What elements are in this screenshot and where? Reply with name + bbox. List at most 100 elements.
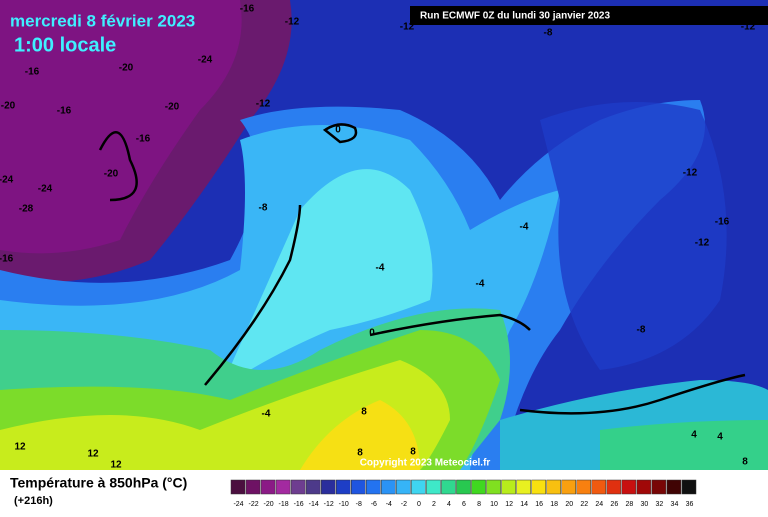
contour-label: 8 bbox=[357, 448, 363, 459]
contour-label: -12 bbox=[400, 22, 415, 33]
contour-label: -20 bbox=[165, 102, 180, 113]
scale-swatch bbox=[471, 479, 486, 495]
scale-swatch bbox=[290, 479, 306, 495]
contour-label: -12 bbox=[741, 22, 756, 33]
contour-label: 0 bbox=[335, 125, 341, 136]
scale-swatch bbox=[561, 479, 576, 495]
run-label: Run ECMWF 0Z du lundi 30 janvier 2023 bbox=[420, 11, 610, 22]
forecast-time: 1:00 locale bbox=[14, 34, 116, 56]
contour-label: -20 bbox=[1, 101, 16, 112]
scale-swatch bbox=[335, 479, 351, 495]
contour-label: 8 bbox=[361, 407, 367, 418]
contour-label: -24 bbox=[38, 184, 53, 195]
scale-label: -16 bbox=[294, 501, 304, 508]
scale-label: 36 bbox=[686, 501, 694, 508]
lead-time: (+216h) bbox=[14, 495, 53, 507]
contour-label: -4 bbox=[262, 409, 271, 420]
contour-label: 8 bbox=[410, 447, 416, 458]
contour-label: -24 bbox=[0, 175, 14, 186]
contour-labels: -16 -12 -12 -8 -12 -16 -20 -24 -20 -16 -20 -12 -16 -2… bbox=[0, 4, 756, 471]
scale-label: 30 bbox=[640, 501, 648, 508]
contour-label: -12 bbox=[695, 238, 710, 249]
scale-label: -12 bbox=[324, 501, 334, 508]
contour-label: 4 bbox=[717, 432, 723, 443]
scale-label: -4 bbox=[386, 501, 392, 508]
contour-label: 8 bbox=[742, 457, 748, 468]
scale-swatch bbox=[426, 479, 441, 495]
scale-swatch bbox=[275, 479, 291, 495]
contour-label: -8 bbox=[637, 325, 646, 336]
scale-label: -24 bbox=[233, 501, 243, 508]
scale-swatch bbox=[486, 479, 501, 495]
scale-swatch bbox=[245, 479, 261, 495]
contour-label: -20 bbox=[119, 63, 134, 74]
scale-label: 2 bbox=[432, 501, 436, 508]
scale-swatch bbox=[351, 479, 366, 495]
contour-label: 4 bbox=[691, 430, 697, 441]
scale-label: 8 bbox=[477, 501, 481, 508]
scale-label: -20 bbox=[264, 501, 274, 508]
scale-label: 6 bbox=[462, 501, 466, 508]
scale-swatch bbox=[441, 479, 456, 495]
contour-label: -12 bbox=[256, 99, 271, 110]
contour-label: -28 bbox=[19, 204, 34, 215]
scale-label: 26 bbox=[610, 501, 618, 508]
scale-swatch bbox=[636, 479, 652, 495]
scale-label: -22 bbox=[248, 501, 258, 508]
scale-label: 12 bbox=[505, 501, 513, 508]
scale-swatch bbox=[260, 479, 276, 495]
scale-swatch bbox=[531, 479, 546, 495]
scale-label: -8 bbox=[356, 501, 362, 508]
scale-label: -2 bbox=[401, 501, 407, 508]
legend-title: Température à 850hPa (°C) bbox=[10, 475, 187, 491]
contour-label: -16 bbox=[57, 106, 72, 117]
contour-label: 12 bbox=[110, 460, 122, 471]
copyright: Copyright 2023 Meteociel.fr bbox=[360, 458, 491, 469]
scale-swatch bbox=[666, 479, 682, 495]
contour-label: -8 bbox=[544, 28, 553, 39]
scale-label: 32 bbox=[656, 501, 664, 508]
scale-label: 24 bbox=[595, 501, 603, 508]
scale-label: 4 bbox=[447, 501, 451, 508]
scale-label: 10 bbox=[490, 501, 498, 508]
color-scale: -24 -22 -20 -18 -16 -14 -12 -10 -8 -6 -4 -2 0 2 4 6 8 10 1… bbox=[230, 479, 697, 508]
contour-label: 12 bbox=[14, 442, 26, 453]
scale-swatch bbox=[651, 479, 667, 495]
scale-label: -6 bbox=[371, 501, 377, 508]
contour-label: -20 bbox=[104, 169, 119, 180]
contour-label: -16 bbox=[0, 254, 14, 265]
scale-swatch bbox=[501, 479, 516, 495]
run-banner bbox=[410, 6, 768, 25]
scale-label: 20 bbox=[565, 501, 573, 508]
scale-label: 0 bbox=[417, 501, 421, 508]
scale-swatch bbox=[621, 479, 637, 495]
contour-label: 12 bbox=[87, 449, 99, 460]
scale-label: -18 bbox=[279, 501, 289, 508]
contour-label: -4 bbox=[376, 263, 385, 274]
contour-label: -4 bbox=[476, 279, 485, 290]
scale-swatch bbox=[516, 479, 531, 495]
contour-label: -12 bbox=[683, 168, 698, 179]
scale-label: 22 bbox=[580, 501, 588, 508]
scale-label: -10 bbox=[339, 501, 349, 508]
contour-label: -16 bbox=[25, 67, 40, 78]
scale-label: 28 bbox=[625, 501, 633, 508]
forecast-date: mercredi 8 février 2023 bbox=[10, 11, 195, 30]
scale-swatch bbox=[396, 479, 411, 495]
contour-label: -4 bbox=[520, 222, 529, 233]
scale-swatch bbox=[305, 479, 321, 495]
scale-label: 16 bbox=[535, 501, 543, 508]
scale-swatch bbox=[681, 479, 697, 495]
contour-label: -8 bbox=[259, 203, 268, 214]
contour-label: 0 bbox=[369, 328, 375, 339]
scale-swatch bbox=[366, 479, 381, 495]
contour-label: -16 bbox=[715, 217, 730, 228]
scale-swatch bbox=[591, 479, 607, 495]
scale-swatch bbox=[230, 479, 246, 495]
scale-label: 34 bbox=[671, 501, 679, 508]
scale-label: 18 bbox=[550, 501, 558, 508]
scale-label: 14 bbox=[520, 501, 528, 508]
map-background bbox=[0, 0, 768, 470]
